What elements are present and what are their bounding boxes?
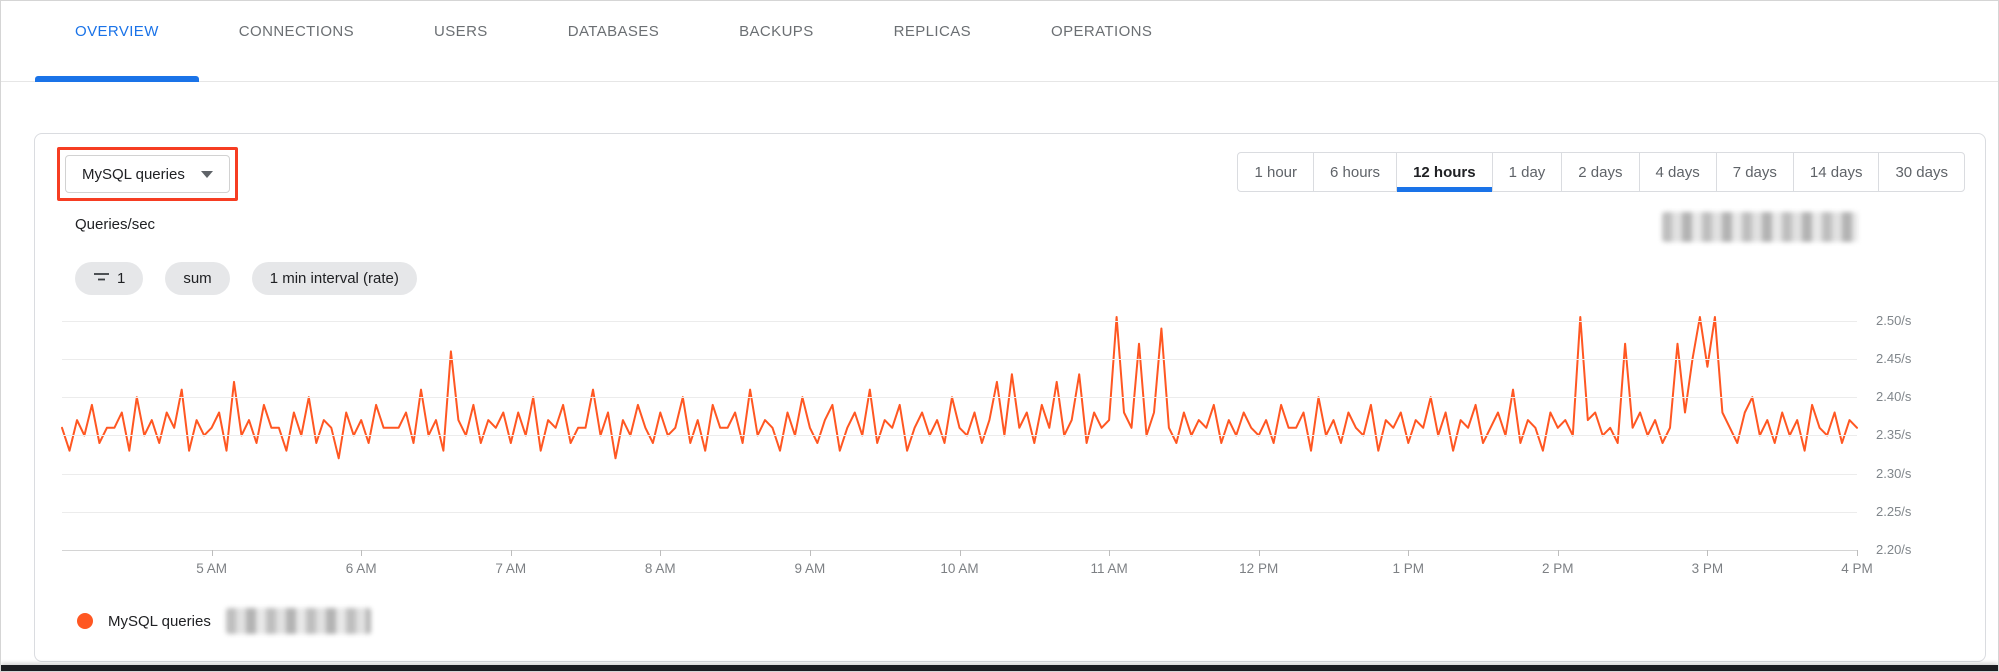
x-axis-tick (1557, 550, 1559, 556)
x-axis-tick (211, 550, 213, 556)
window-bottom-edge (1, 665, 1998, 671)
time-range-14-days[interactable]: 14 days (1792, 152, 1880, 192)
chip-label: 1 (117, 270, 126, 287)
gridline (62, 320, 1857, 322)
chevron-down-icon (200, 170, 213, 178)
tab-label: USERS (434, 23, 488, 40)
tab-replicas[interactable]: REPLICAS (854, 1, 1011, 81)
redacted-instance-name (1662, 212, 1858, 242)
chart-legend: MySQL queries (77, 608, 371, 634)
time-range-6-hours[interactable]: 6 hours (1313, 152, 1398, 192)
x-axis-label: 1 PM (1392, 561, 1425, 576)
x-axis-label: 10 AM (940, 561, 979, 576)
time-range-group: 1 hour 6 hours 12 hours 1 day 2 days 4 days 7 … (1237, 152, 1965, 192)
gridline (62, 435, 1857, 437)
time-range-30-days[interactable]: 30 days (1878, 152, 1965, 192)
tab-label: BACKUPS (739, 23, 814, 40)
x-axis-label: 8 AM (644, 561, 676, 576)
x-axis-tick (510, 550, 512, 556)
tab-label: DATABASES (567, 23, 660, 40)
x-axis-label: 9 AM (794, 561, 826, 576)
active-tab-indicator (35, 76, 199, 82)
gridline (62, 359, 1857, 360)
tab-databases[interactable]: DATABASES (528, 1, 699, 81)
tab-label: OVERVIEW (75, 23, 159, 40)
tab-bar: OVERVIEW CONNECTIONS USERS DATABASES BACKUPS… (1, 1, 1998, 82)
tab-label: OPERATIONS (1051, 23, 1153, 40)
time-range-7-days[interactable]: 7 days (1715, 152, 1794, 192)
tab-label: REPLICAS (893, 23, 972, 40)
chart-plot-area (61, 316, 1858, 551)
x-axis-tick (809, 550, 811, 556)
x-axis-label: 6 AM (345, 561, 377, 576)
time-range-1-hour[interactable]: 1 hour (1237, 152, 1315, 192)
y-axis-label: 2.40/s (1876, 389, 1912, 405)
metric-dropdown-label: MySQL queries (82, 165, 185, 183)
x-axis-label: 2 PM (1542, 561, 1574, 576)
tab-backups[interactable]: BACKUPS (699, 1, 854, 81)
time-range-2-days[interactable]: 2 days (1561, 152, 1640, 192)
x-axis-tick (1109, 550, 1111, 556)
x-axis-tick (361, 550, 363, 556)
time-range-1-day[interactable]: 1 day (1491, 152, 1563, 192)
line-chart (61, 316, 1858, 460)
x-axis-label: 4 PM (1841, 561, 1873, 576)
y-axis-label: 2.50/s (1876, 312, 1912, 328)
time-range-4-days[interactable]: 4 days (1638, 152, 1717, 192)
mysql-queries-series-line (61, 316, 1858, 460)
y-axis-label: 2.20/s (1876, 542, 1912, 557)
filter-icon (93, 270, 110, 287)
tab-overview[interactable]: OVERVIEW (35, 1, 199, 82)
metric-dropdown[interactable]: MySQL queries (65, 155, 230, 193)
tab-connections[interactable]: CONNECTIONS (199, 1, 394, 81)
x-axis-tick (1408, 550, 1410, 556)
x-axis-tick (660, 550, 662, 556)
y-axis-label: 2.25/s (1876, 503, 1912, 519)
gridline (62, 511, 1857, 513)
x-axis-label: 12 PM (1239, 561, 1279, 576)
x-axis-tick (959, 550, 961, 556)
chip-1-min-interval-rate[interactable]: 1 min interval (rate) (251, 262, 417, 295)
gridline (62, 473, 1857, 475)
legend-color-dot (77, 613, 93, 629)
x-axis-tick (1258, 550, 1260, 556)
tab-users[interactable]: USERS (394, 1, 528, 81)
chart-title: Queries/sec (75, 216, 156, 233)
chip-sum[interactable]: sum (165, 262, 230, 295)
x-axis-label: 5 AM (196, 561, 227, 576)
legend-series-label: MySQL queries (108, 612, 211, 630)
y-axis-label: 2.35/s (1876, 427, 1912, 443)
tab-operations[interactable]: OPERATIONS (1011, 1, 1192, 81)
redacted-legend-text (225, 608, 371, 634)
filter-chips: 1 sum 1 min interval (rate) (75, 262, 417, 295)
x-axis-label: 3 PM (1691, 561, 1724, 576)
metrics-card: MySQL queries 1 hour 6 hours 12 hours 1 day… (34, 133, 1986, 662)
x-axis-tick (1707, 550, 1709, 556)
y-axis-label: 2.45/s (1876, 351, 1912, 366)
time-range-12-hours[interactable]: 12 hours (1396, 152, 1493, 192)
gridline (62, 397, 1857, 399)
y-axis-label: 2.30/s (1876, 465, 1912, 481)
chip-1[interactable]: 1 (75, 262, 144, 295)
x-axis-label: 11 AM (1090, 561, 1128, 576)
x-axis-tick (1857, 550, 1858, 556)
x-axis-label: 7 AM (495, 561, 527, 576)
annotation-highlight-box: MySQL queries (57, 147, 238, 201)
chip-label: 1 min interval (rate) (269, 270, 399, 287)
chip-label: sum (183, 270, 212, 287)
tab-label: CONNECTIONS (238, 23, 355, 40)
